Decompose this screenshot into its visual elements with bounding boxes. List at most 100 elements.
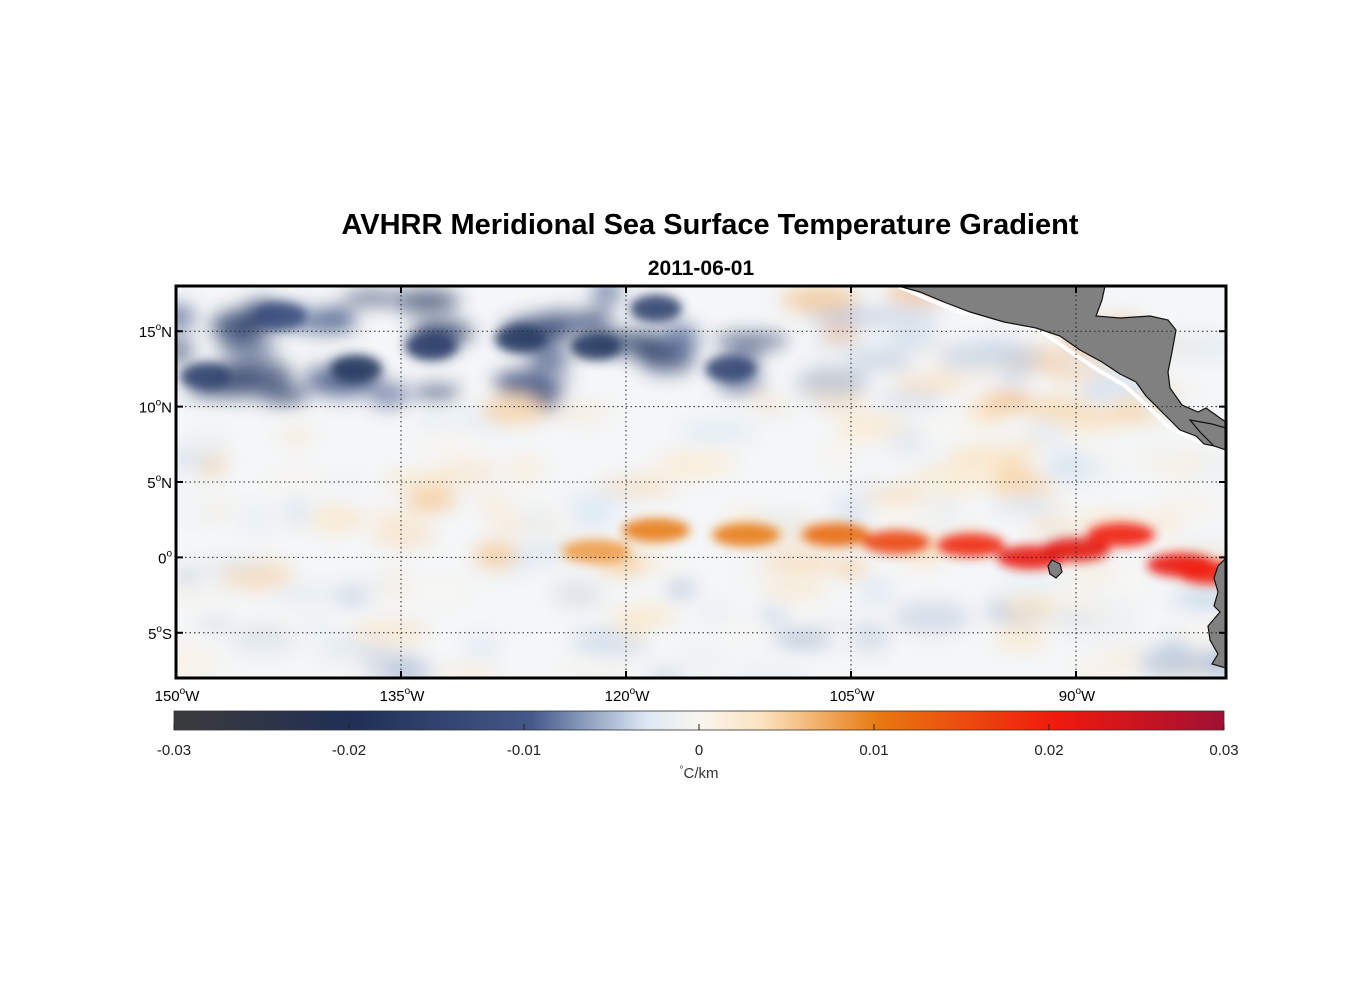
field-patch	[261, 469, 329, 494]
field-patch	[991, 344, 1043, 369]
field-patch	[409, 576, 470, 605]
field-patch	[519, 510, 558, 529]
field-patch	[866, 304, 940, 327]
field-patch	[368, 382, 409, 408]
lon-label: 135oW	[380, 686, 426, 705]
field-patch	[176, 476, 209, 494]
galapagos-islands	[1047, 559, 1063, 579]
field-patch	[534, 309, 600, 336]
plot-area	[174, 284, 1228, 680]
field-patch	[997, 458, 1032, 476]
field-patch	[663, 458, 733, 472]
field-patch	[759, 577, 830, 597]
lat-label: 5oS	[148, 624, 172, 643]
field-patch	[176, 646, 222, 677]
field-patch	[1050, 607, 1094, 627]
field-patch	[750, 397, 790, 411]
northern-cold-band-blob	[180, 362, 232, 391]
field-patch	[810, 614, 870, 629]
field-patch	[807, 308, 883, 325]
northern-cold-band-blob	[570, 332, 622, 361]
field-patch	[555, 661, 631, 678]
field-patch	[1001, 570, 1066, 597]
field-patch	[226, 627, 303, 653]
field-patch	[365, 510, 423, 525]
field-patch	[481, 397, 546, 424]
field-patch	[858, 577, 894, 605]
longitude-labels: 150oW 135oW 120oW 105oW 90oW	[155, 686, 1096, 705]
field-patch	[1074, 406, 1147, 425]
field-patch	[921, 414, 991, 438]
field-patch	[406, 486, 457, 512]
field-patch	[990, 499, 1059, 514]
field-patch	[774, 600, 825, 617]
field-patch	[662, 323, 699, 356]
northern-cold-band-blob	[630, 294, 682, 323]
lat-label: 5oN	[147, 473, 172, 492]
field-patch	[1131, 443, 1191, 467]
field-patch	[1070, 492, 1110, 517]
field-patch	[665, 582, 697, 596]
colorbar: -0.03 -0.02 -0.01 0 0.01 0.02 0.03 °C/km	[157, 710, 1239, 782]
field-patch	[851, 623, 889, 653]
equatorial-front-blob	[802, 522, 870, 547]
field-patch	[832, 496, 870, 524]
field-patch	[217, 359, 293, 391]
lon-label: 105oW	[830, 686, 876, 705]
field-patch	[1138, 648, 1212, 678]
field-patch	[1004, 595, 1057, 618]
field-patch	[279, 427, 313, 446]
field-patch	[607, 607, 679, 625]
field-patch	[807, 339, 886, 354]
field-patch	[985, 392, 1034, 409]
field-patch	[893, 601, 971, 633]
colorbar-tick-label: 0	[695, 742, 703, 759]
field-patch	[412, 384, 461, 402]
map-title: AVHRR Meridional Sea Surface Temperature…	[341, 209, 1078, 241]
colorbar-tick-label: -0.01	[507, 742, 541, 759]
equatorial-front-blob	[862, 530, 930, 555]
field-patch	[349, 618, 430, 647]
field-patch	[259, 385, 310, 404]
field-patch	[176, 589, 230, 604]
field-patch	[463, 633, 501, 661]
field-patch	[695, 603, 738, 623]
field-patch	[993, 622, 1048, 652]
field-patch	[721, 618, 762, 639]
field-patch	[1195, 454, 1226, 477]
field-patch	[176, 621, 225, 634]
lat-label: 0o	[158, 548, 172, 567]
colorbar-tick-label: 0.03	[1209, 742, 1238, 759]
northern-cold-band-blob	[255, 302, 307, 331]
field-patch	[679, 418, 756, 445]
field-patch	[342, 290, 400, 306]
field-patch	[674, 643, 726, 675]
colorbar-ticks: -0.03 -0.02 -0.01 0 0.01 0.02 0.03	[157, 724, 1239, 759]
field-patch	[528, 347, 571, 373]
field-patch	[1158, 496, 1221, 515]
equatorial-front-blob	[712, 522, 780, 547]
field-patch	[868, 502, 948, 524]
field-patch	[1028, 395, 1090, 425]
field-patch	[241, 502, 274, 535]
equatorial-front-blob	[1087, 522, 1155, 547]
field-patch	[773, 630, 834, 647]
field-patch	[761, 554, 839, 571]
field-patch	[1180, 539, 1226, 555]
field-patch	[1164, 334, 1226, 360]
field-patch	[203, 499, 232, 520]
field-patch	[283, 495, 312, 527]
field-patch	[1170, 586, 1226, 611]
equatorial-front-blob	[562, 539, 630, 564]
field-patch	[636, 545, 680, 574]
field-patch	[417, 414, 452, 428]
field-patch	[847, 430, 920, 443]
field-patch	[1142, 510, 1184, 535]
field-patch	[890, 556, 934, 577]
field-patch	[474, 497, 515, 510]
field-patch	[303, 623, 334, 641]
field-patch	[382, 470, 456, 490]
field-patch	[891, 376, 965, 392]
field-patch	[938, 341, 1003, 371]
field-patch	[217, 339, 278, 358]
